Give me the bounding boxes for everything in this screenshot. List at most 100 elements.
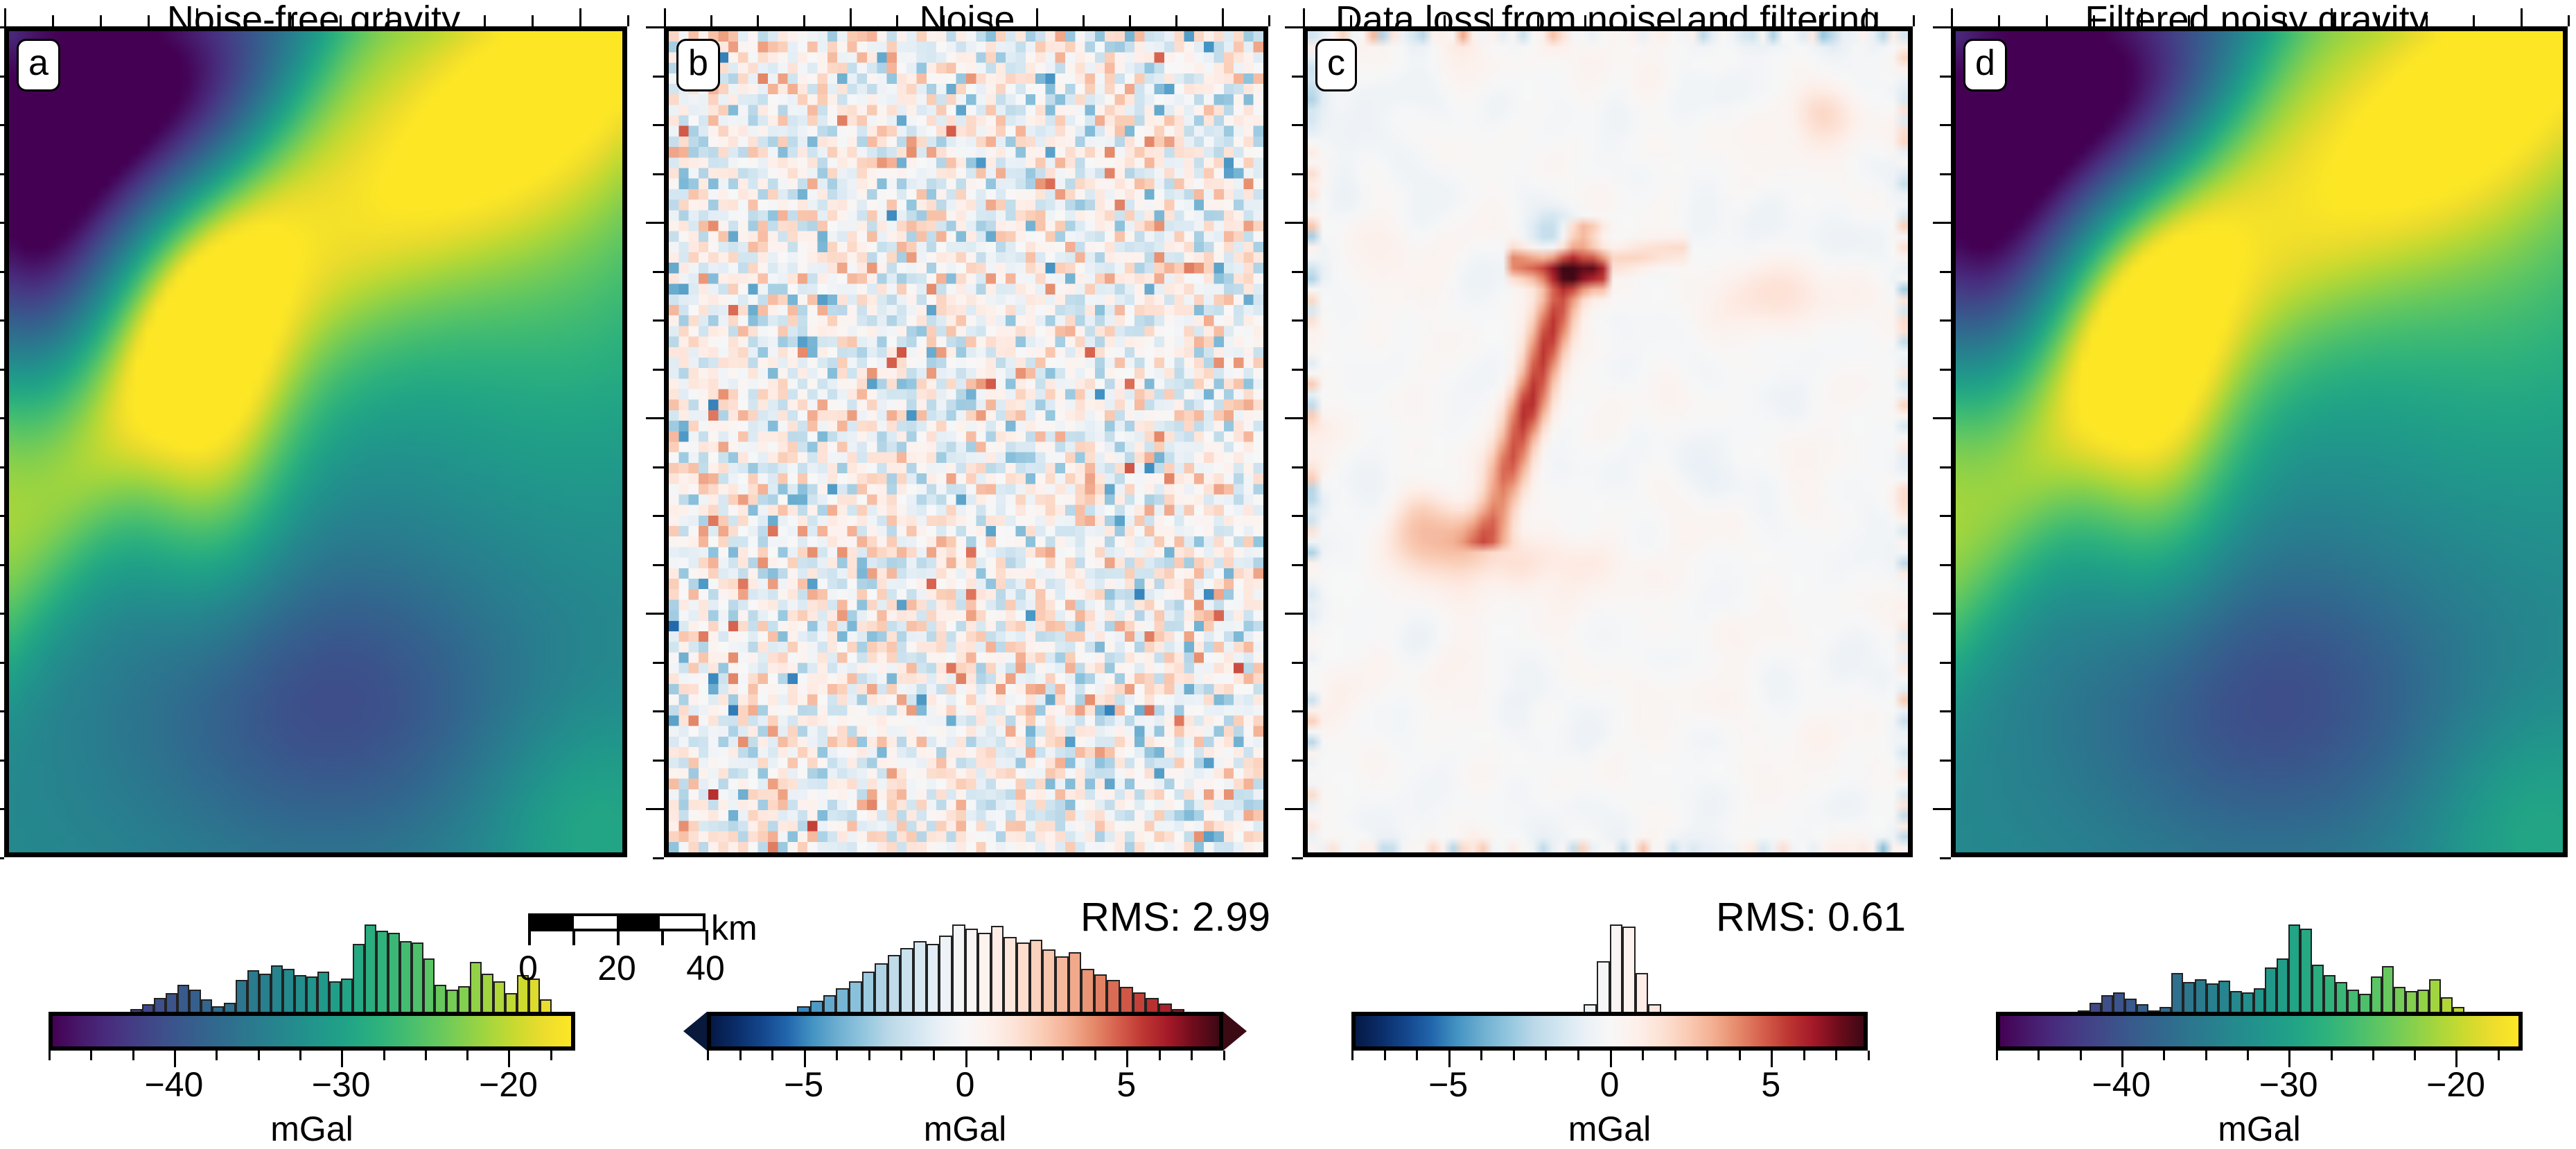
colorbar-tick: [49, 1051, 51, 1060]
colorbar-tick: [2414, 1051, 2417, 1060]
colorbar-tick: [2372, 1051, 2374, 1060]
colorbar-tick: [550, 1051, 552, 1060]
axis-tick: [1537, 15, 1540, 26]
axis-tick: [0, 124, 4, 127]
panel-c-colorbar: [1351, 1012, 1868, 1051]
axis-tick: [0, 173, 4, 175]
colorbar-tick: [803, 1051, 806, 1067]
axis-tick: [653, 466, 664, 468]
panel-d: Filtered noisy gravity d −40 −30 −20 mGal: [1933, 0, 2576, 1148]
panel-d-colorbar: [1996, 1012, 2523, 1051]
axis-tick: [1819, 15, 1821, 26]
colorbar-tick: [771, 1051, 774, 1060]
axis-tick: [0, 270, 4, 273]
panel-a-colorbar-ticks: [49, 1051, 575, 1071]
panel-a-map[interactable]: a: [0, 8, 629, 859]
colorbar-tick: [1803, 1051, 1805, 1060]
axis-tick: [1940, 75, 1951, 78]
axis-tick: [1933, 613, 1951, 615]
colorbar-label: 5: [1761, 1065, 1781, 1104]
axis-tick: [653, 857, 664, 859]
panel-a-heatmap: [9, 31, 622, 852]
colorbar-tick: [383, 1051, 385, 1060]
colorbar-tick: [739, 1051, 742, 1060]
colorbar-tick: [1029, 1051, 1032, 1060]
panel-b: Noise b −5 0 5 mGal RMS: 2.99: [646, 0, 1270, 1148]
axis-tick: [0, 515, 4, 518]
axis-tick: [1349, 15, 1352, 26]
axis-tick: [1303, 8, 1305, 26]
colorbar-tick: [2330, 1051, 2333, 1060]
panel-a-letter: a: [17, 39, 60, 91]
axis-tick: [0, 759, 4, 762]
colorbar-tick: [2455, 1051, 2458, 1067]
axis-tick: [1584, 15, 1587, 26]
panel-b-colorbar-labels: −5 0 5: [707, 1064, 1223, 1106]
histogram-bar: [990, 926, 1004, 1035]
axis-tick: [2568, 15, 2570, 26]
colorbar-label: 0: [955, 1065, 975, 1104]
panel-b-map[interactable]: b: [646, 8, 1270, 859]
colorbar-tick: [997, 1051, 1000, 1060]
axis-tick: [710, 15, 713, 26]
axis-tick: [757, 15, 760, 26]
panel-b-colorbar-block: −5 0 5 mGal: [683, 901, 1247, 1148]
axis-tick: [0, 26, 4, 28]
axis-tick: [0, 417, 4, 420]
panel-c-map[interactable]: c: [1285, 8, 1915, 859]
colorbar-tick: [1383, 1051, 1386, 1060]
axis-tick: [2283, 15, 2286, 26]
panel-c-letter: c: [1315, 39, 1357, 91]
axis-tick: [0, 710, 4, 713]
panel-d-letter: d: [1963, 39, 2007, 91]
scale-bar: 0 20 40 km: [518, 909, 757, 1003]
axis-tick: [1998, 15, 2001, 26]
panel-d-heatmap: [1956, 31, 2563, 852]
histogram-bar: [2300, 929, 2313, 1035]
axis-tick: [0, 75, 4, 78]
histogram-bar: [1004, 937, 1017, 1035]
panel-d-map[interactable]: d: [1933, 8, 2570, 859]
colorbar-tick: [299, 1051, 301, 1060]
panel-b-colorbar: [707, 1012, 1223, 1051]
panel-c-colorbar-ticks: [1351, 1051, 1870, 1071]
axis-tick: [2188, 15, 2191, 26]
scale-bar-label: 0: [518, 949, 538, 988]
axis-tick: [653, 661, 664, 664]
panel-b-rms-label: RMS: 2.99: [1080, 895, 1270, 940]
axis-tick: [1940, 173, 1951, 175]
axis-tick: [1292, 75, 1303, 78]
axis-tick: [579, 8, 581, 26]
axis-tick: [653, 515, 664, 518]
axis-tick: [1771, 15, 1774, 26]
axis-tick: [1292, 173, 1303, 175]
axis-tick: [653, 319, 664, 322]
axis-tick: [653, 270, 664, 273]
panel-c-rms-label: RMS: 0.61: [1716, 895, 1906, 940]
histogram-bar: [952, 924, 965, 1035]
colorbar-tick: [1126, 1051, 1129, 1067]
axis-tick: [52, 15, 55, 26]
axis-tick: [943, 15, 945, 26]
axis-tick: [1933, 808, 1951, 811]
scale-bar-segment: [574, 916, 617, 929]
panel-b-letter: b: [676, 39, 720, 91]
axis-tick: [646, 808, 664, 811]
panel-b-map-frame: [664, 26, 1268, 857]
scale-bar-tick: [528, 930, 531, 945]
axis-tick: [653, 710, 664, 713]
panel-b-colorbar-arrow-high: [1223, 1012, 1247, 1051]
panel-c-top-ticks: [1303, 8, 1915, 26]
panel-b-colorbar-ticks: [707, 1051, 1225, 1071]
colorbar-tick: [508, 1051, 511, 1067]
colorbar-tick: [1609, 1051, 1612, 1067]
axis-tick: [0, 563, 4, 566]
axis-tick: [2330, 8, 2333, 26]
axis-tick: [1292, 710, 1303, 713]
colorbar-tick: [965, 1051, 967, 1067]
axis-tick: [1951, 8, 1953, 26]
axis-tick: [2235, 15, 2238, 26]
panel-a-top-ticks: [4, 8, 629, 26]
panel-a-map-frame: [4, 26, 627, 857]
axis-tick: [0, 613, 4, 615]
